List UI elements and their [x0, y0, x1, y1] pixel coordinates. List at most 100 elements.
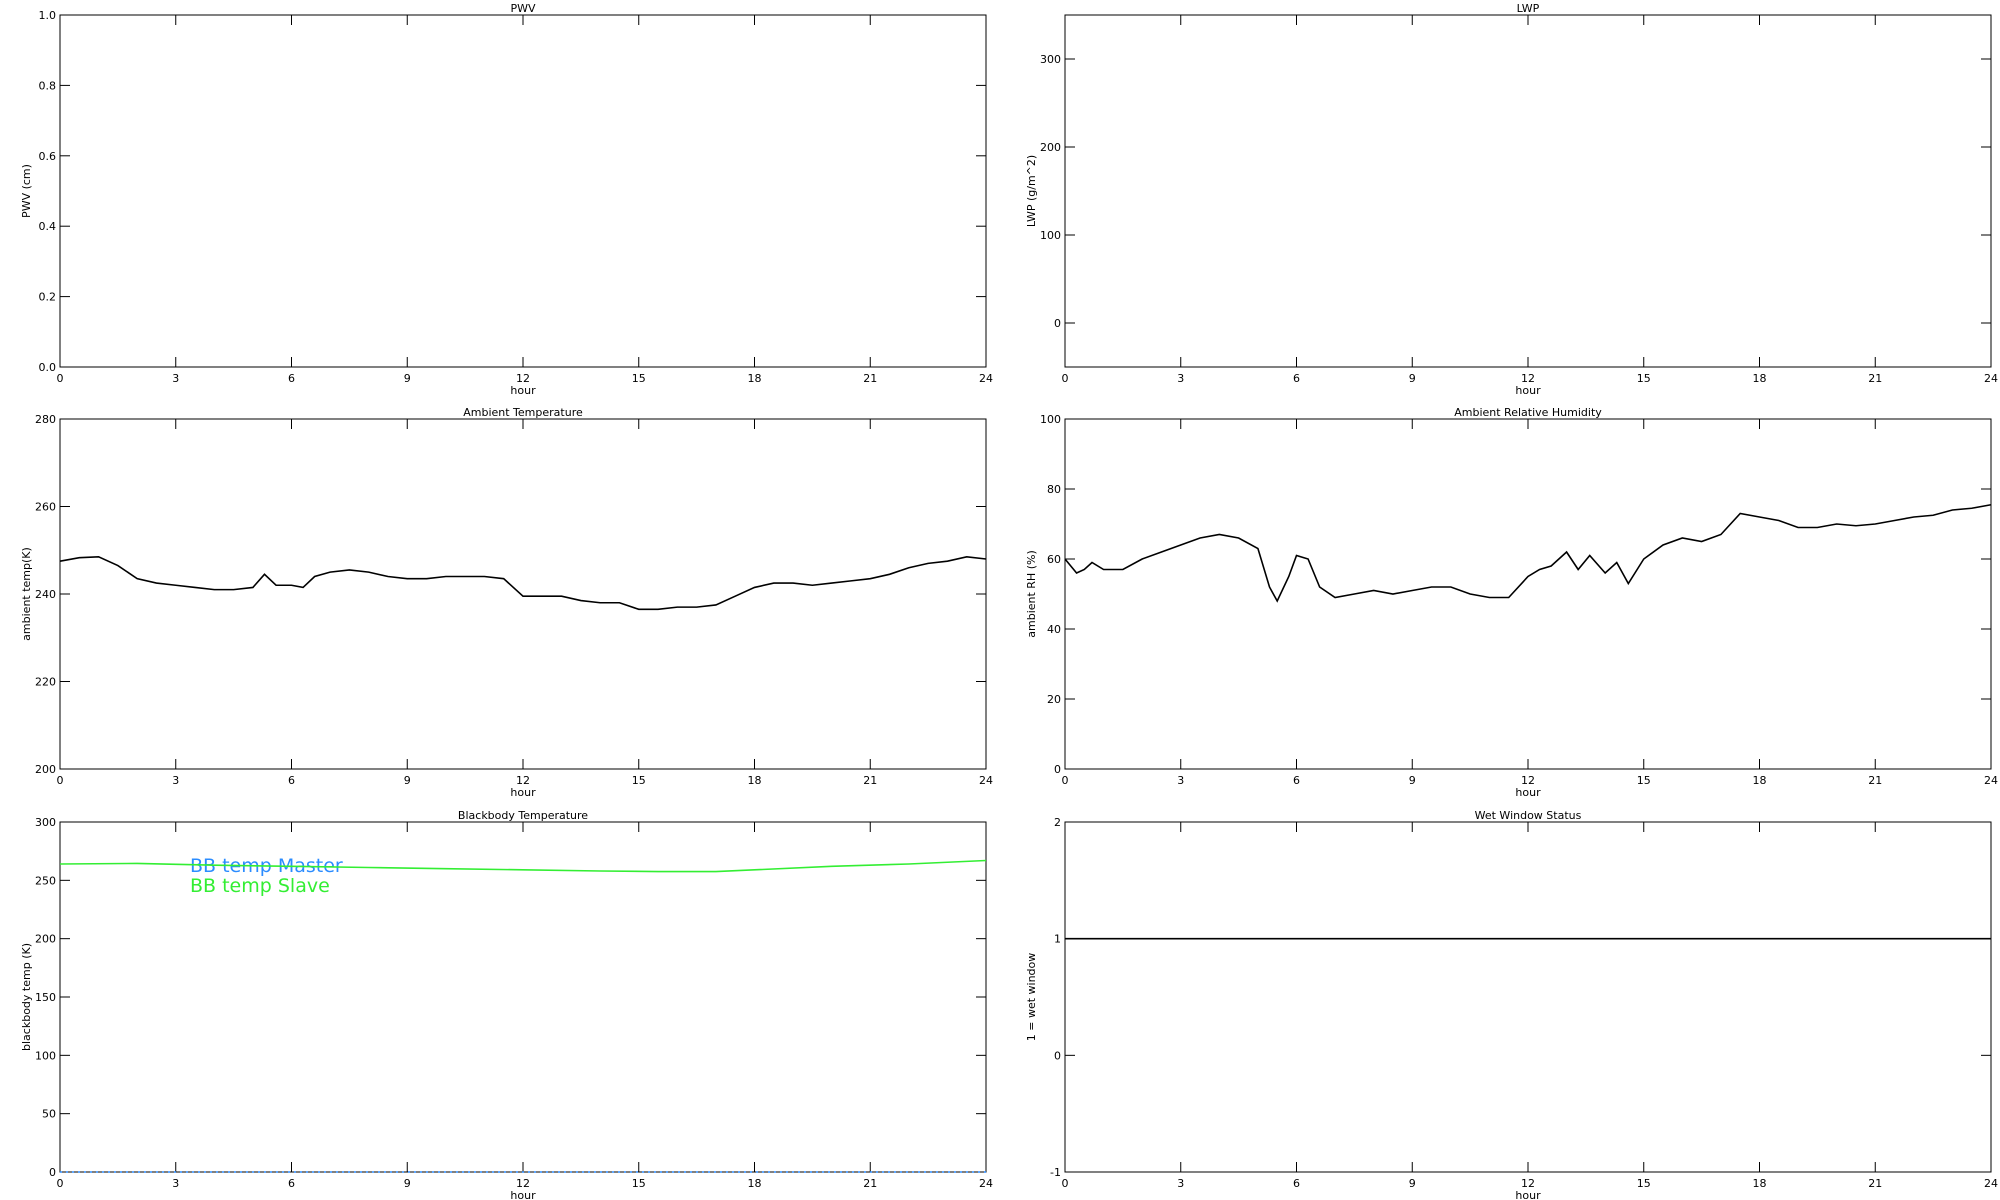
x-tick-label: 12	[516, 372, 530, 385]
x-tick-label: 18	[748, 372, 762, 385]
x-tick-label: 15	[632, 372, 646, 385]
x-tick-label: 0	[57, 372, 64, 385]
x-tick-label: 15	[632, 1177, 646, 1190]
plot-frame	[59, 14, 987, 368]
y-tick-label: 100	[35, 1049, 56, 1062]
data-line	[1064, 503, 1992, 603]
y-tick-label: 300	[1040, 53, 1061, 66]
y-tick-label: 1	[1054, 933, 1061, 946]
y-axis-label: ambient temp(K)	[20, 547, 33, 641]
y-axis-label: PWV (cm)	[20, 164, 33, 218]
x-tick-label: 12	[1521, 1177, 1535, 1190]
y-tick-label: 2	[1054, 816, 1061, 829]
x-tick-label: 21	[1868, 372, 1882, 385]
x-tick-label: 18	[1753, 1177, 1767, 1190]
x-tick-label: 21	[863, 774, 877, 787]
y-axis-label: LWP (g/m^2)	[1025, 155, 1038, 227]
x-tick-label: 3	[172, 1177, 179, 1190]
chart-title: LWP	[1517, 2, 1540, 15]
plot-frame	[1064, 14, 1992, 368]
chart-title: Ambient Relative Humidity	[1454, 406, 1602, 419]
x-tick-label: 3	[172, 774, 179, 787]
x-tick-label: 0	[57, 774, 64, 787]
x-axis-label: hour	[510, 786, 536, 799]
y-tick-label: 0.4	[39, 220, 57, 233]
y-tick-label: -1	[1050, 1166, 1061, 1179]
y-tick-label: 200	[1040, 141, 1061, 154]
y-tick-label: 260	[35, 501, 56, 514]
x-tick-label: 6	[288, 372, 295, 385]
y-tick-label: 0	[1054, 1049, 1061, 1062]
x-tick-label: 24	[1984, 774, 1998, 787]
x-tick-label: 15	[1637, 372, 1651, 385]
y-tick-label: 250	[35, 874, 56, 887]
x-tick-label: 3	[172, 372, 179, 385]
y-tick-label: 200	[35, 933, 56, 946]
x-tick-label: 3	[1177, 372, 1184, 385]
x-tick-label: 9	[1409, 1177, 1416, 1190]
x-tick-label: 6	[1293, 372, 1300, 385]
x-tick-label: 21	[1868, 774, 1882, 787]
y-tick-label: 0.6	[39, 150, 57, 163]
x-tick-label: 21	[1868, 1177, 1882, 1190]
y-tick-label: 200	[35, 763, 56, 776]
x-tick-label: 6	[288, 774, 295, 787]
chart-title: Blackbody Temperature	[458, 809, 588, 822]
y-axis-label: ambient RH (%)	[1025, 550, 1038, 638]
plot-frame	[59, 418, 987, 770]
x-tick-label: 0	[1062, 372, 1069, 385]
x-tick-label: 0	[57, 1177, 64, 1190]
x-tick-label: 18	[748, 774, 762, 787]
x-tick-label: 0	[1062, 1177, 1069, 1190]
y-tick-label: 300	[35, 816, 56, 829]
chart-title: PWV	[510, 2, 536, 15]
x-axis-label: hour	[1515, 1189, 1541, 1200]
y-tick-label: 100	[1040, 229, 1061, 242]
plot-frame	[1064, 418, 1992, 770]
y-tick-label: 0.8	[39, 79, 57, 92]
y-tick-label: 0	[49, 1166, 56, 1179]
x-tick-label: 3	[1177, 1177, 1184, 1190]
chart-title: Ambient Temperature	[463, 406, 583, 419]
data-line	[59, 555, 987, 611]
x-tick-label: 3	[1177, 774, 1184, 787]
x-tick-label: 24	[979, 1177, 993, 1190]
x-tick-label: 9	[1409, 774, 1416, 787]
x-tick-label: 24	[1984, 372, 1998, 385]
y-tick-label: 40	[1047, 623, 1061, 636]
y-tick-label: 0.2	[39, 291, 57, 304]
y-tick-label: 1.0	[39, 9, 57, 22]
y-tick-label: 100	[1040, 413, 1061, 426]
x-tick-label: 6	[1293, 1177, 1300, 1190]
x-tick-label: 18	[1753, 372, 1767, 385]
x-tick-label: 0	[1062, 774, 1069, 787]
x-tick-label: 9	[1409, 372, 1416, 385]
x-axis-label: hour	[1515, 786, 1541, 799]
x-tick-label: 6	[288, 1177, 295, 1190]
data-line	[59, 859, 987, 873]
x-tick-label: 15	[632, 774, 646, 787]
x-tick-label: 24	[979, 774, 993, 787]
y-axis-label: 1 = wet window	[1025, 953, 1038, 1042]
x-axis-label: hour	[510, 384, 536, 397]
y-tick-label: 0	[1054, 317, 1061, 330]
x-tick-label: 9	[404, 372, 411, 385]
x-tick-label: 21	[863, 1177, 877, 1190]
x-tick-label: 24	[1984, 1177, 1998, 1190]
y-tick-label: 220	[35, 676, 56, 689]
plot-frame	[1064, 821, 1992, 1173]
y-tick-label: 280	[35, 413, 56, 426]
x-tick-label: 15	[1637, 774, 1651, 787]
x-tick-label: 9	[404, 774, 411, 787]
y-tick-label: 20	[1047, 693, 1061, 706]
y-tick-label: 240	[35, 588, 56, 601]
x-tick-label: 18	[1753, 774, 1767, 787]
y-tick-label: 50	[42, 1108, 56, 1121]
x-tick-label: 12	[516, 774, 530, 787]
x-tick-label: 24	[979, 372, 993, 385]
legend-entry: BB temp Slave	[190, 875, 330, 897]
y-tick-label: 60	[1047, 553, 1061, 566]
x-tick-label: 12	[516, 1177, 530, 1190]
y-tick-label: 0	[1054, 763, 1061, 776]
x-axis-label: hour	[1515, 384, 1541, 397]
